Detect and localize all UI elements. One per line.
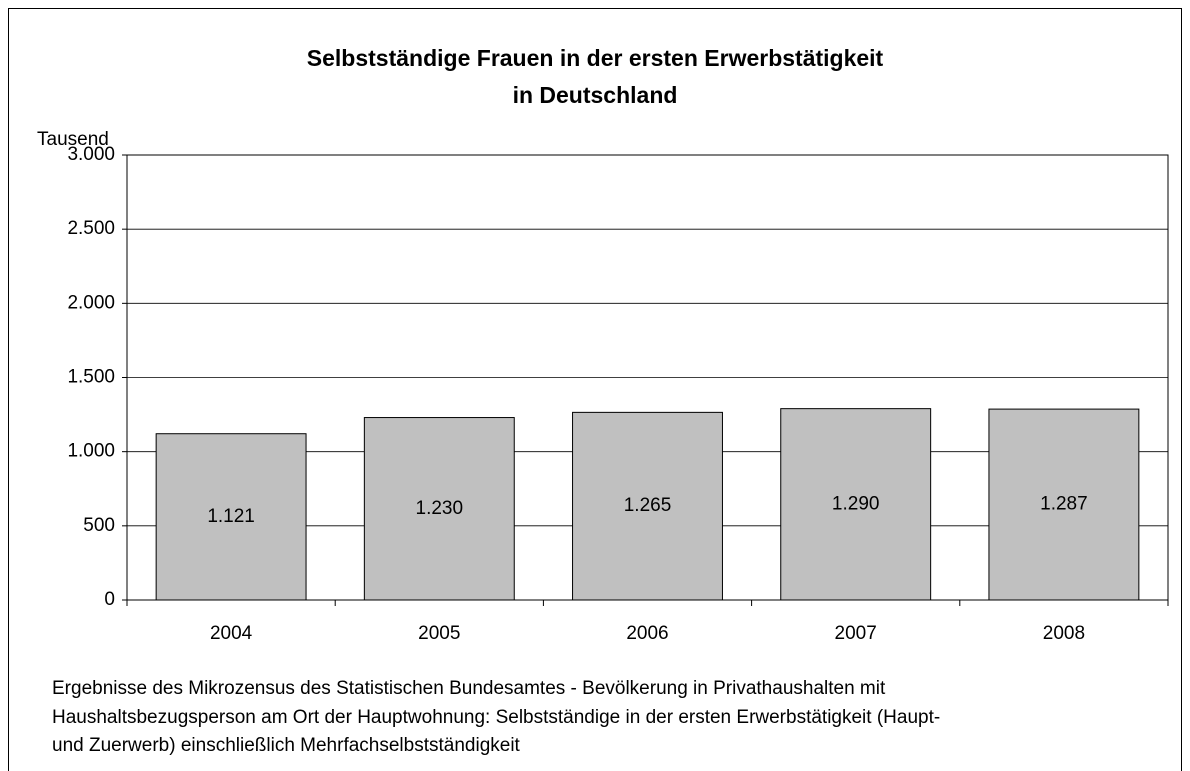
bar [988,408,1140,601]
x-tick-label: 2004 [210,623,253,644]
data-label: 1.290 [832,493,880,514]
x-tick-label: 2005 [418,623,460,644]
data-label: 1.287 [1040,494,1088,515]
footnote: Ergebnisse des Mikrozensus des Statistis… [52,678,886,699]
data-label: 1.265 [624,495,672,516]
y-tick-label: 0 [104,589,115,610]
y-tick-label: 1.500 [67,367,115,388]
y-tick-label: 1.000 [67,441,115,462]
y-tick-label: 2.500 [67,218,115,239]
footnote: Haushaltsbezugsperson am Ort der Hauptwo… [52,707,940,728]
y-tick-label: 3.000 [67,144,115,165]
x-tick-label: 2006 [626,623,668,644]
bar [780,408,932,601]
bar [155,433,307,601]
data-label: 1.230 [416,498,464,519]
data-label: 1.121 [207,506,255,527]
footnote: und Zuerwerb) einschließlich Mehrfachsel… [52,735,521,756]
bar [363,417,515,601]
chart-border [8,8,1182,771]
bar [572,411,723,601]
x-tick-label: 2007 [835,623,877,644]
y-axis-label: Tausend [37,129,109,150]
y-tick-label: 2.000 [67,292,115,313]
y-tick-label: 500 [83,515,115,536]
chart-title: Selbstständige Frauen in der ersten Erwe… [307,45,884,71]
x-tick-label: 2008 [1043,623,1085,644]
chart-title: in Deutschland [513,82,678,108]
